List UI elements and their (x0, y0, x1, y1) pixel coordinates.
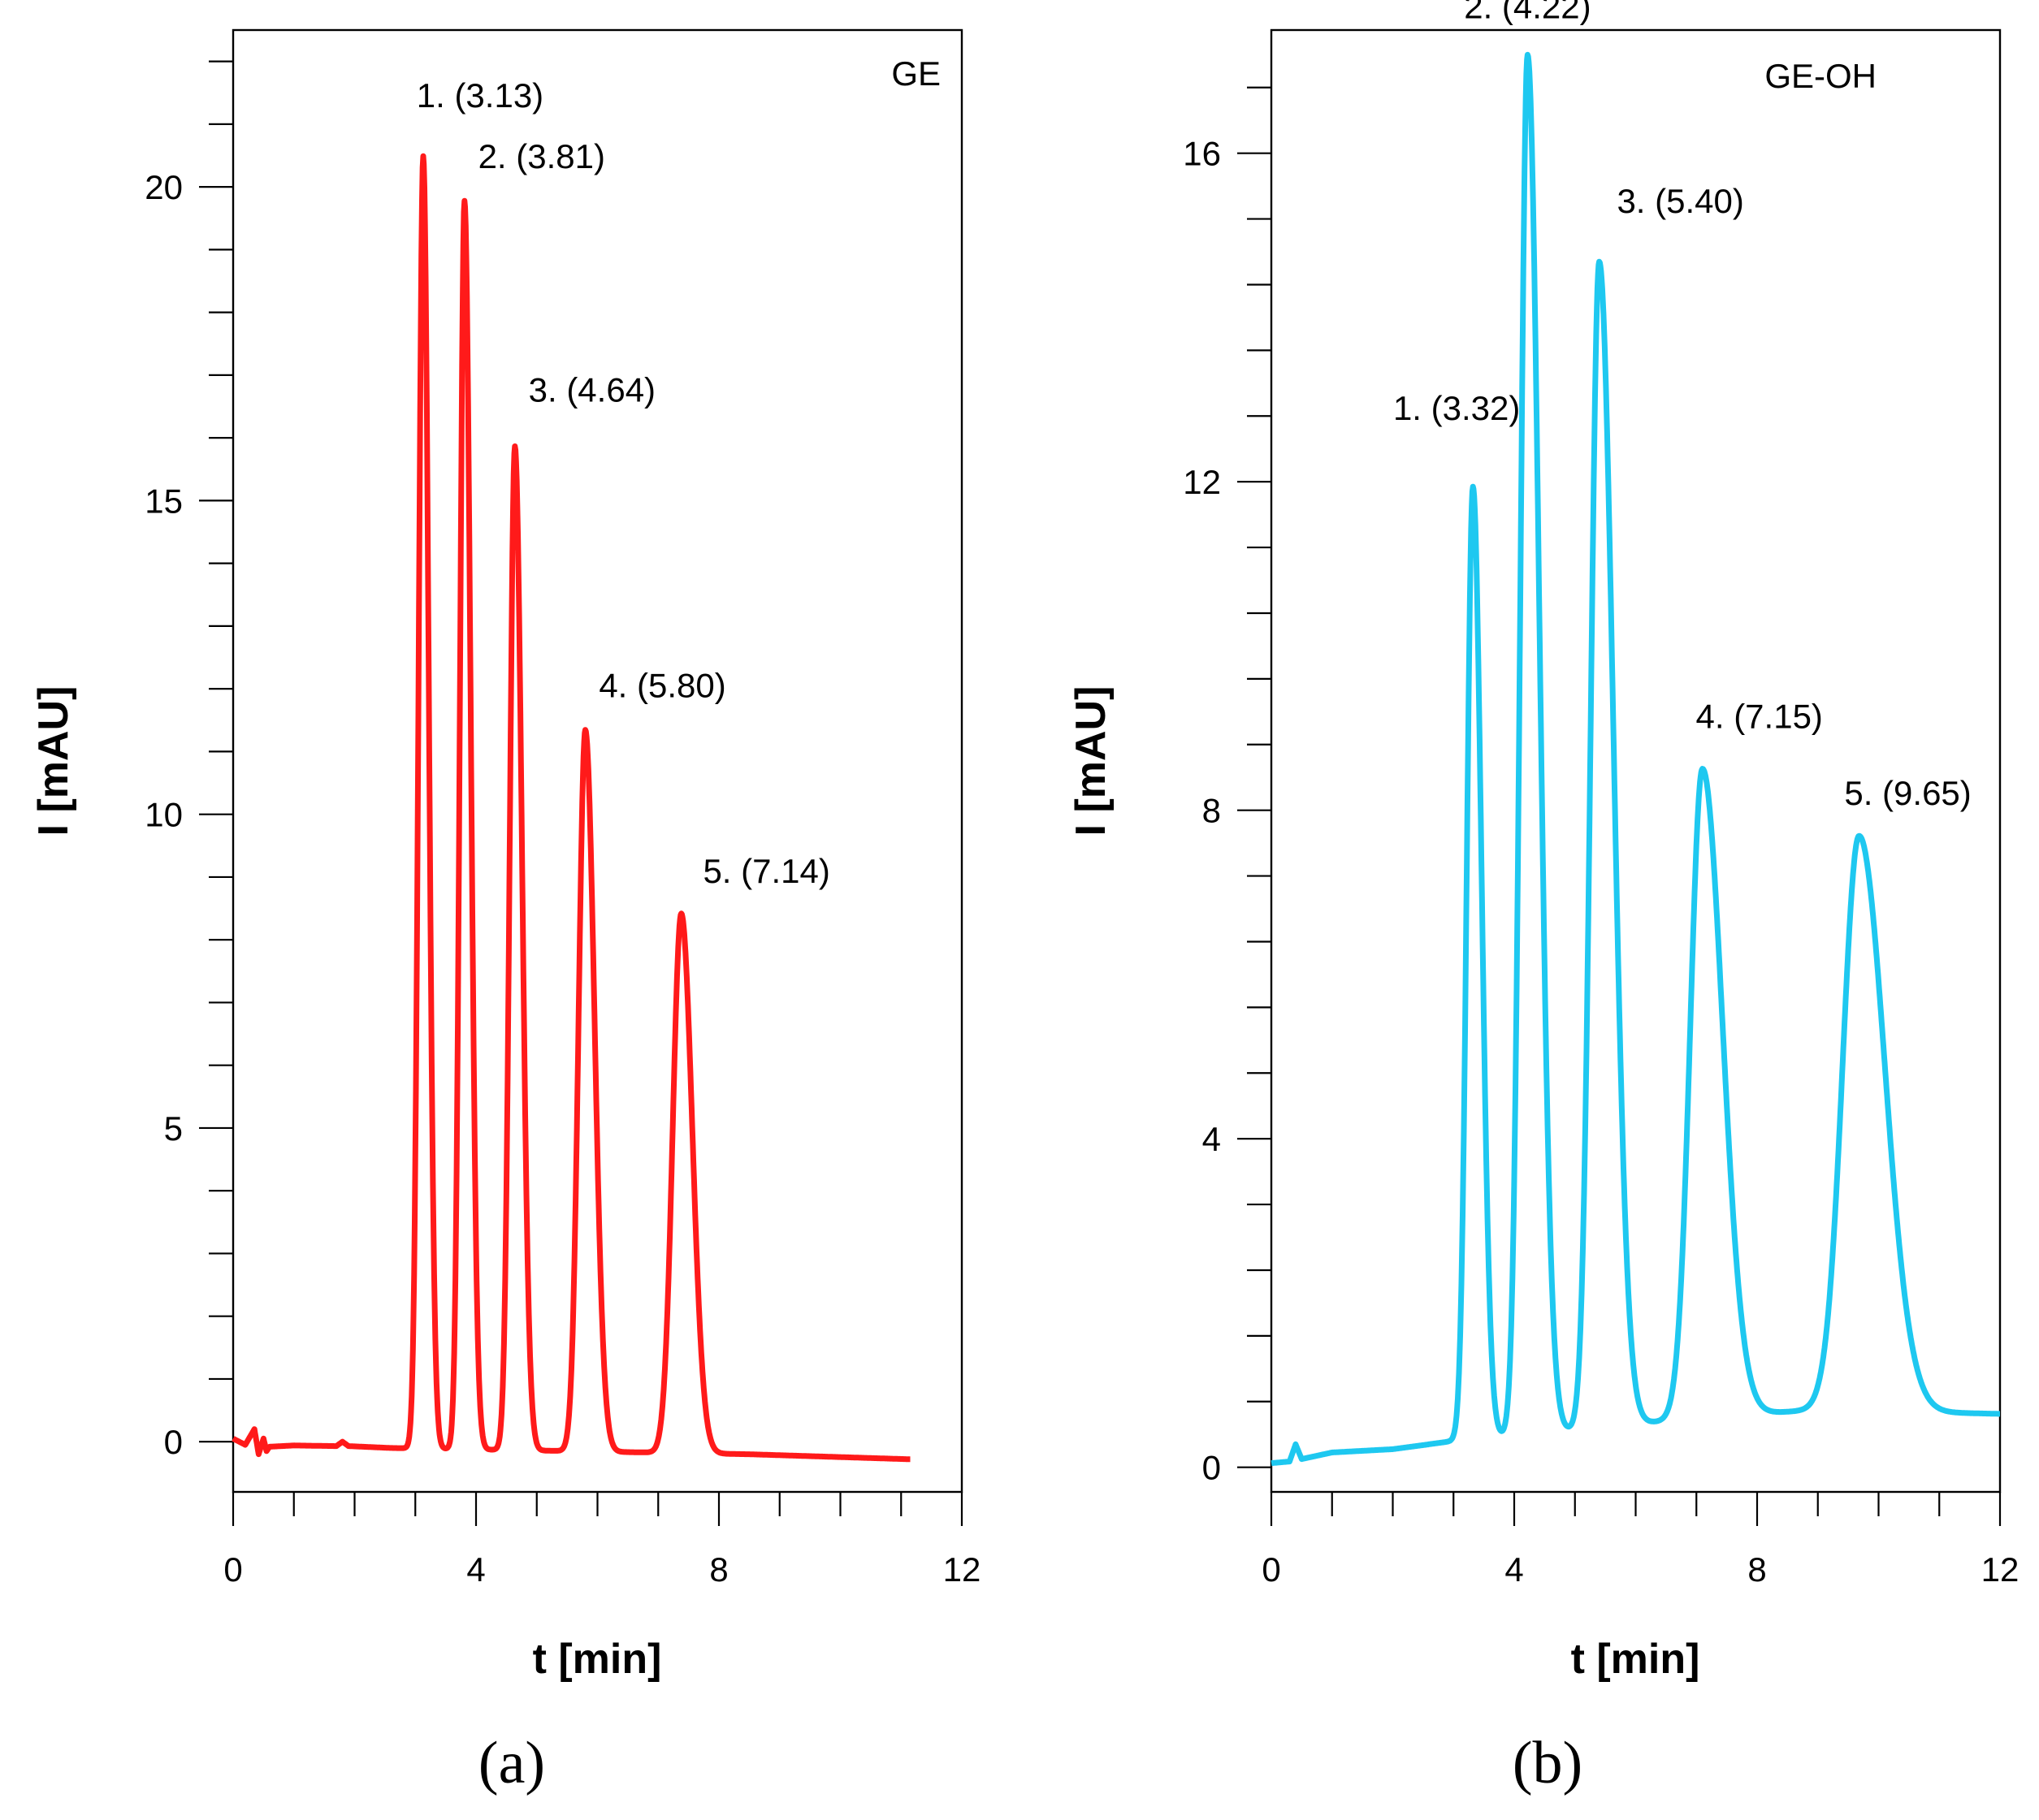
chromatogram-line (1269, 51, 2002, 1467)
y-tick-label: 5 (164, 1109, 183, 1148)
x-tick-label: 4 (466, 1550, 485, 1589)
y-tick-label: 4 (1202, 1120, 1221, 1158)
peak-label: 4. (5.80) (599, 667, 725, 705)
x-tick-label: 4 (1504, 1550, 1523, 1589)
x-tick-label: 8 (1747, 1550, 1766, 1589)
panel-caption: (b) (1513, 1730, 1582, 1796)
x-axis-title: t [min] (1571, 1636, 1700, 1683)
peak-label: 1. (3.32) (1393, 389, 1520, 427)
panel-b: 0 4 8 12 0 4 8 12 16 1. (3.32) 2. (4.22) 3. (5.40)… (1067, 0, 2019, 1796)
chromatogram-line (231, 153, 913, 1463)
x-tick-label: 0 (223, 1550, 242, 1589)
peak-label: 3. (5.40) (1617, 182, 1743, 220)
plot-frame (232, 28, 963, 1494)
peak-label: 1. (3.13) (417, 76, 543, 115)
x-tick-label: 8 (709, 1550, 728, 1589)
peak-label: 5. (7.14) (703, 852, 829, 890)
y-axis-title: I [mAU] (30, 686, 77, 837)
y-tick-label: 15 (145, 482, 183, 520)
panel-name-label: GE (891, 54, 941, 93)
y-tick-label: 0 (164, 1423, 183, 1461)
axis-ticks (1237, 86, 2002, 1526)
y-tick-label: 12 (1183, 463, 1221, 501)
x-axis-title: t [min] (533, 1636, 662, 1683)
peak-label: 2. (4.22) (1464, 0, 1591, 25)
peak-label: 4. (7.15) (1696, 698, 1823, 736)
peak-label: 2. (3.81) (478, 137, 605, 175)
peak-label: 5. (9.65) (1844, 774, 1971, 812)
panel-caption: (a) (478, 1730, 545, 1796)
plot-frame (1270, 28, 2002, 1494)
y-tick-label: 8 (1202, 792, 1221, 830)
panel-a: 0 4 8 12 0 5 10 15 20 1. (3.13) 2. (3.81) 3. (4.64… (30, 28, 981, 1796)
y-tick-label: 16 (1183, 135, 1221, 173)
y-tick-label: 20 (145, 168, 183, 206)
peak-label: 3. (4.64) (529, 371, 656, 409)
y-tick-label: 0 (1202, 1449, 1221, 1487)
x-tick-label: 0 (1262, 1550, 1280, 1589)
y-tick-label: 10 (145, 796, 183, 834)
panel-name-label: GE-OH (1764, 57, 1877, 95)
x-tick-label: 12 (943, 1550, 981, 1589)
axis-ticks (199, 60, 963, 1526)
y-axis-title: I [mAU] (1067, 686, 1115, 837)
x-tick-label: 12 (1981, 1550, 2020, 1589)
